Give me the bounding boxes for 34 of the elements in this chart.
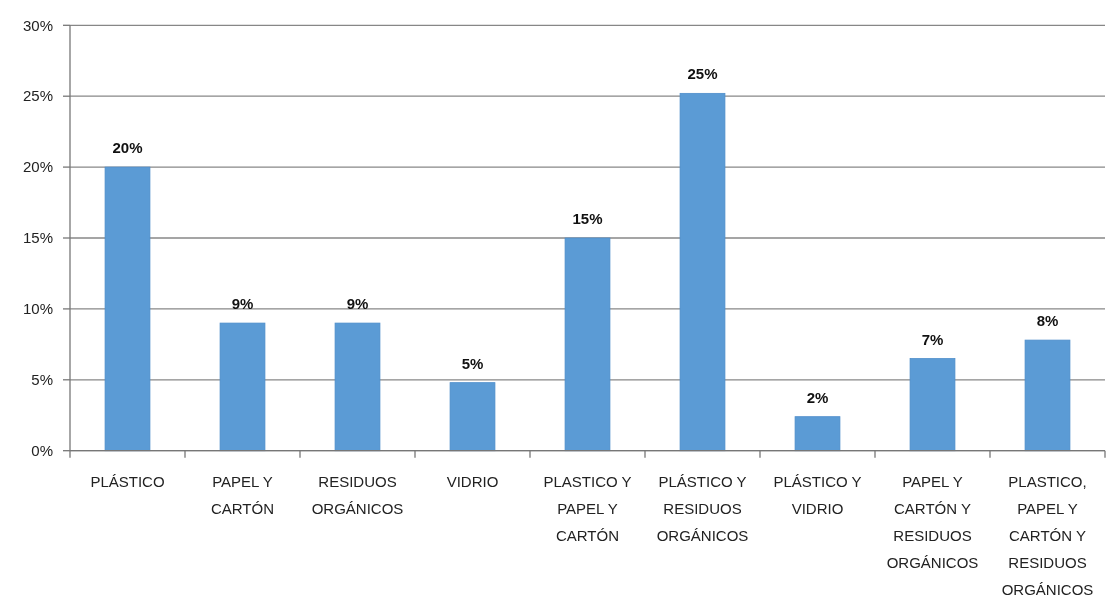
x-tick-label: PLASTICO, PAPEL Y CARTÓN Y RESIDUOS ORGÁNICOS — [1001, 473, 1094, 598]
y-tick-label: 5% — [31, 371, 53, 389]
y-tick-label: 25% — [22, 87, 53, 105]
bar — [679, 92, 726, 452]
data-label: 25% — [687, 65, 718, 83]
x-tick-label: RESIDUOS ORGÁNICOS — [311, 473, 404, 517]
bar — [909, 358, 956, 452]
data-label: 5% — [461, 354, 484, 372]
x-tick-label: PLÁSTICO — [90, 473, 165, 490]
x-tick-label: VIDRIO — [446, 473, 499, 490]
y-tick-label: 30% — [22, 16, 53, 34]
data-label: 7% — [921, 330, 944, 348]
x-tick-label: PLÁSTICO Y VIDRIO — [773, 473, 862, 517]
data-label: 20% — [112, 139, 143, 157]
y-tick-label: 20% — [22, 158, 53, 176]
bar — [1024, 339, 1071, 452]
x-tick-label: PAPEL Y CARTÓN Y RESIDUOS ORGÁNICOS — [886, 473, 979, 571]
data-label: 2% — [806, 388, 829, 406]
bar — [104, 166, 151, 452]
bar — [564, 237, 611, 452]
x-tick-label: PLASTICO Y PAPEL Y CARTÓN — [543, 473, 632, 544]
y-tick-label: 15% — [22, 229, 53, 247]
bar — [219, 322, 266, 452]
data-label: 9% — [346, 295, 369, 313]
y-tick-label: 10% — [22, 300, 53, 318]
data-label: 9% — [231, 295, 254, 313]
y-tick-label: 0% — [31, 441, 53, 459]
bar — [449, 382, 496, 452]
bar — [334, 322, 381, 452]
x-tick-label: PLÁSTICO Y RESIDUOS ORGÁNICOS — [656, 473, 749, 544]
x-tick-label: PAPEL Y CARTÓN — [210, 473, 275, 517]
data-label: 8% — [1036, 312, 1059, 330]
data-label: 15% — [572, 210, 603, 227]
bar — [794, 416, 841, 452]
